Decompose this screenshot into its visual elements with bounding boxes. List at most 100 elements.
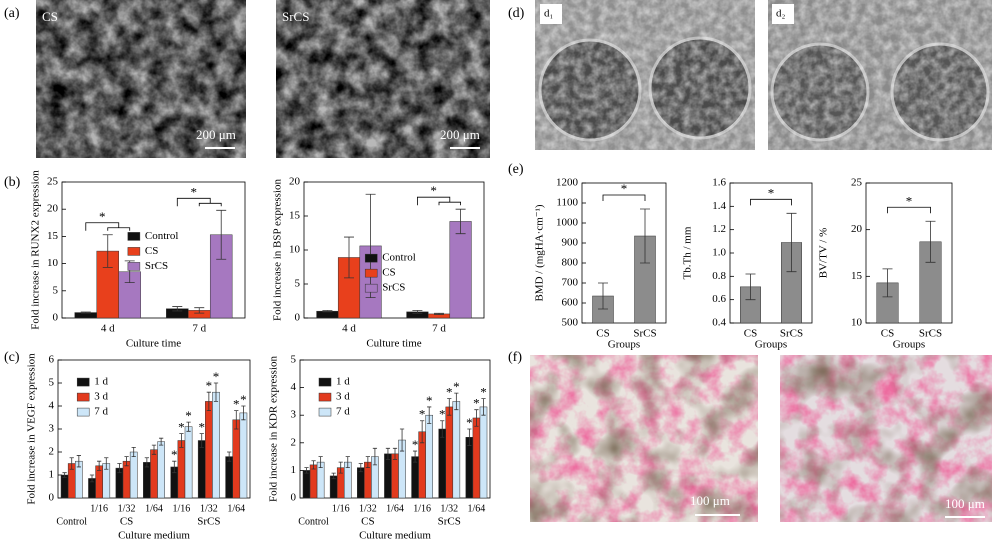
significance-mark: * — [419, 407, 426, 422]
error-bar — [172, 306, 183, 312]
y-tick-label: 1100 — [556, 197, 578, 209]
error-bar — [365, 193, 376, 298]
bar — [177, 440, 186, 499]
panel-label: (e) — [508, 162, 524, 177]
legend-swatch — [364, 283, 378, 293]
y-tick-label: 0.4 — [712, 317, 726, 329]
bar — [239, 412, 248, 499]
error-bar — [745, 273, 756, 301]
legend-label: 7 d — [94, 406, 108, 418]
image-label: CS — [42, 9, 58, 24]
bar — [60, 474, 69, 499]
y-tick-label: 15 — [851, 270, 863, 282]
x-tick-label: 7 d — [192, 323, 206, 335]
y-tick-label: 0 — [295, 312, 301, 324]
x-tick-label: 1/16 — [332, 503, 350, 514]
error-bar — [474, 409, 479, 427]
y-tick-label: 5 — [291, 354, 297, 366]
error-bar — [213, 382, 219, 402]
significance-bracket — [887, 206, 931, 214]
error-bar — [420, 420, 425, 444]
x-tick-label: 1/16 — [173, 503, 191, 514]
error-bar — [455, 208, 466, 235]
scale-bar-label: 200 μm — [196, 127, 236, 142]
error-bar — [104, 457, 109, 470]
bar — [438, 428, 447, 499]
bar — [479, 406, 488, 499]
error-bar — [97, 460, 102, 471]
legend-swatch — [127, 232, 141, 241]
legend-label: SrCS — [145, 260, 168, 272]
legend-label: 1 d — [94, 376, 108, 388]
significance-bracket — [417, 196, 461, 206]
error-bar — [234, 410, 239, 430]
y-tick-label: 3 — [291, 409, 297, 421]
x-axis-label: Culture time — [366, 338, 421, 350]
bar — [184, 426, 193, 499]
error-bar — [186, 421, 191, 432]
legend-swatch — [76, 407, 90, 417]
legend-swatch — [76, 377, 90, 387]
legend-label: 3 d — [94, 391, 108, 403]
y-tick-label: 900 — [562, 237, 579, 249]
legend-label: CS — [145, 245, 158, 257]
bar — [232, 419, 241, 499]
y-tick-label: 25 — [47, 176, 59, 188]
y-tick-label: 500 — [562, 317, 579, 329]
legend-label: 7 d — [336, 406, 350, 418]
error-bar — [412, 450, 418, 463]
error-bar — [318, 456, 323, 469]
x-axis-label: Groups — [608, 339, 640, 351]
legend-label: 3 d — [336, 391, 350, 403]
bar — [449, 221, 472, 319]
panel-label: (f) — [508, 350, 522, 365]
x-axis-label: Culture time — [126, 338, 181, 350]
significance-mark: * — [430, 183, 437, 198]
error-bar — [344, 236, 354, 279]
legend-swatch — [127, 262, 141, 271]
error-bar — [131, 447, 136, 457]
bar — [391, 453, 399, 499]
error-bar — [227, 451, 232, 462]
significance-mark: * — [768, 185, 775, 200]
error-bar — [206, 391, 211, 411]
significance-mark: * — [621, 181, 628, 196]
y-axis-label: Fold increase in VEGF expression — [26, 353, 38, 505]
significance-mark: * — [178, 420, 185, 435]
bar — [357, 467, 365, 499]
error-bar — [385, 447, 391, 460]
bar — [225, 456, 233, 499]
error-bar — [399, 428, 405, 452]
significance-mark: * — [206, 378, 213, 393]
significance-mark: * — [906, 193, 913, 208]
x-tick-label: CS — [744, 328, 757, 340]
significance-mark: * — [473, 396, 480, 411]
scale-bar-label: 100 μm — [690, 493, 730, 508]
y-tick-label: 0.8 — [712, 270, 726, 282]
y-tick-label: 5 — [53, 284, 59, 296]
significance-mark: * — [171, 447, 178, 462]
error-bar — [151, 444, 157, 455]
error-bar — [179, 433, 184, 448]
y-tick-label: 20 — [47, 203, 59, 215]
sem-image: SrCS 200 μm — [276, 0, 490, 158]
error-bar — [304, 467, 309, 474]
error-bar — [62, 472, 67, 478]
y-tick-label: 10 — [289, 244, 301, 256]
error-bar — [89, 474, 95, 483]
x-tick-label: CS — [596, 328, 609, 340]
y-tick-label: 2 — [49, 446, 55, 458]
bar — [329, 475, 338, 499]
y-tick-label: 4 — [49, 400, 55, 412]
y-tick-label: 5 — [49, 377, 55, 389]
group-label: SrCS — [438, 516, 461, 528]
legend-label: SrCS — [382, 282, 405, 294]
bar — [212, 391, 220, 499]
y-tick-label: 1 — [49, 469, 55, 481]
y-tick-label: 600 — [562, 297, 579, 309]
legend-label: Control — [382, 252, 416, 264]
y-tick-label: 800 — [562, 257, 579, 269]
bar — [122, 460, 131, 499]
